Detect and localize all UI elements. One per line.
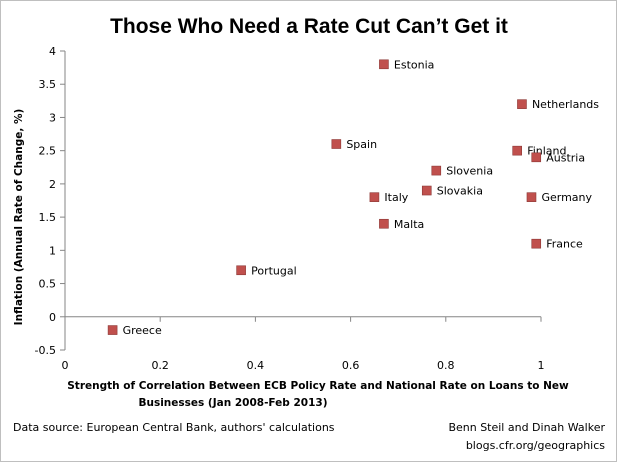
y-tick-label: 0 — [49, 311, 56, 324]
x-tick-label: 1 — [538, 359, 545, 372]
data-points: EstoniaNetherlandsSpainFinlandAustriaSlo… — [107, 58, 599, 337]
x-tick-label: 0.2 — [151, 359, 169, 372]
x-axis-title-line-1: Strength of Correlation Between ECB Poli… — [67, 380, 569, 392]
point-malta — [379, 218, 389, 229]
point-greece — [107, 325, 118, 335]
point-label-italy: Italy — [384, 191, 408, 204]
point-label-germany: Germany — [541, 191, 592, 204]
point-label-malta: Malta — [394, 218, 424, 231]
y-tick-label: 4 — [49, 45, 56, 58]
x-axis-title-line-2: Businesses (Jan 2008-Feb 2013) — [138, 397, 327, 409]
point-label-portugal: Portugal — [251, 264, 297, 277]
y-tick-label: 3.5 — [39, 78, 57, 91]
point-label-france: France — [546, 238, 583, 251]
y-tick-label: 2 — [49, 178, 56, 191]
point-austria — [531, 152, 542, 163]
point-finland — [512, 145, 523, 156]
point-netherlands — [517, 99, 527, 109]
y-tick-label: 2.5 — [39, 145, 57, 158]
x-tick-label: 0.6 — [342, 359, 360, 372]
point-portugal — [236, 265, 246, 276]
chart-title: Those Who Need a Rate Cut Can’t Get it — [110, 15, 508, 38]
y-tick-label: 3 — [49, 111, 56, 124]
x-axis: 0 0.2 0.4 0.6 0.8 1 — [62, 316, 545, 372]
y-tick-label: 1.5 — [39, 211, 57, 224]
site-credit: blogs.cfr.org/geographics — [466, 439, 605, 452]
y-axis-title: Inflation (Annual Rate of Change, %) — [13, 109, 25, 326]
point-label-estonia: Estonia — [394, 58, 435, 71]
point-estonia — [379, 59, 389, 70]
point-germany — [526, 192, 537, 202]
x-tick-label: 0.8 — [437, 359, 455, 372]
point-label-austria: Austria — [546, 151, 585, 164]
point-label-spain: Spain — [346, 138, 377, 151]
x-tick-label: 0.4 — [247, 359, 265, 372]
x-tick-label: 0 — [62, 359, 69, 372]
point-label-netherlands: Netherlands — [532, 98, 599, 111]
point-label-slovenia: Slovenia — [446, 165, 493, 178]
data-source-note: Data source: European Central Bank, auth… — [13, 421, 335, 434]
point-slovenia — [431, 165, 442, 176]
y-tick-label: -0.5 — [35, 344, 56, 357]
point-france — [531, 238, 542, 249]
point-spain — [331, 139, 342, 149]
point-slovakia — [421, 185, 432, 196]
author-credit: Benn Steil and Dinah Walker — [448, 421, 605, 434]
point-label-greece: Greece — [123, 324, 162, 337]
y-tick-label: 1 — [49, 244, 56, 257]
point-italy — [369, 192, 380, 202]
y-axis: -0.5 0 0.5 1 1.5 2 2.5 3 3.5 4 — [35, 45, 66, 357]
point-label-slovakia: Slovakia — [437, 185, 483, 198]
y-tick-label: 0.5 — [39, 278, 57, 291]
